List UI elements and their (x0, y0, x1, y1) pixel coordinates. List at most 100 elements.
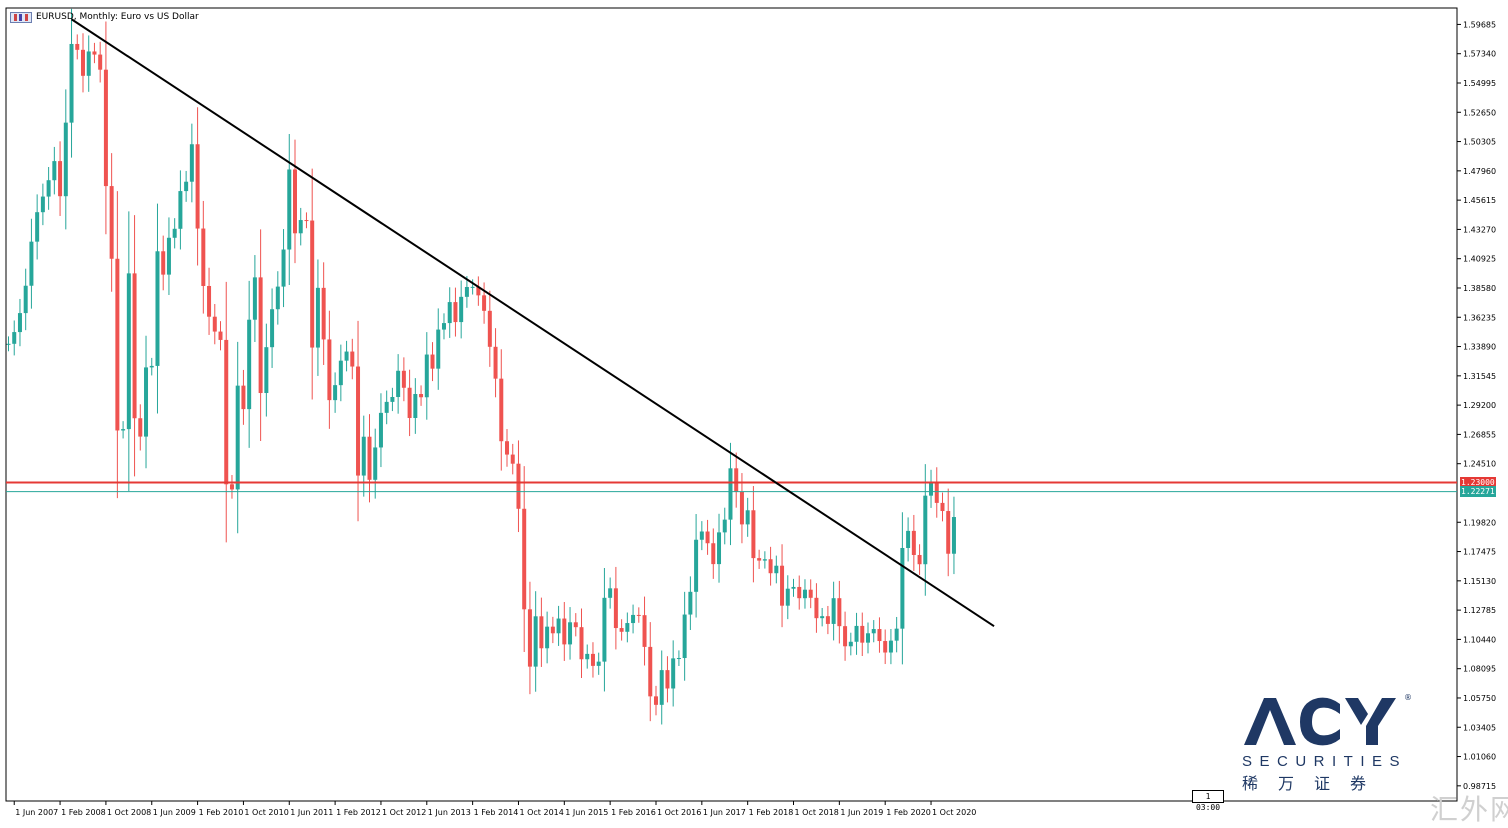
candle-body (252, 277, 257, 320)
candle-body (854, 625, 859, 642)
y-tick-label: 1.10440 (1463, 635, 1496, 644)
candle-body (109, 186, 114, 259)
chart-header: EURUSD, Monthly: Euro vs US Dollar (10, 10, 199, 24)
candle-body (608, 588, 613, 598)
candle-body (356, 366, 361, 476)
y-tick-label: 1.50305 (1463, 138, 1496, 147)
x-tick-label: 1 Jun 2009 (153, 808, 196, 817)
candle-body (333, 385, 338, 401)
candle-body (229, 484, 234, 490)
candle-body (224, 339, 229, 485)
x-tick-label: 1 Jun 2017 (703, 808, 746, 817)
y-tick-label: 1.01060 (1463, 753, 1496, 762)
y-tick-label: 1.24510 (1463, 460, 1496, 469)
chart-window-icon (10, 11, 32, 23)
y-tick-label: 1.12785 (1463, 606, 1496, 615)
candle-body (258, 277, 263, 394)
candle-body (791, 586, 796, 589)
candle-body (636, 614, 641, 616)
y-tick-label: 1.15130 (1463, 577, 1496, 586)
candle-body (659, 670, 664, 705)
x-tick-label: 1 Oct 2010 (244, 808, 288, 817)
candle-body (573, 622, 578, 628)
candle-body (556, 618, 561, 634)
candle-body (476, 286, 481, 296)
time-box: 1 03:00 (1192, 790, 1224, 812)
candle-body (774, 565, 779, 574)
candle-body (871, 629, 876, 634)
candle-body (436, 329, 441, 369)
candle-body (762, 559, 767, 561)
candle-body (126, 273, 131, 430)
candle-body (155, 251, 160, 366)
candle-body (447, 302, 452, 324)
candle-body (17, 313, 22, 333)
candle-body (568, 622, 573, 645)
x-tick-label: 1 Oct 2008 (107, 808, 151, 817)
candle-body (900, 547, 905, 629)
candle-body (407, 387, 412, 418)
candle-body (482, 295, 487, 311)
candle-body (929, 482, 934, 496)
candle-body (361, 436, 366, 476)
acy-logo: ® (1244, 693, 1412, 746)
candle-body (522, 508, 527, 610)
candle-body (212, 316, 217, 332)
candle-body (596, 661, 601, 666)
x-tick-label: 1 Oct 2016 (657, 808, 701, 817)
candle-body (808, 589, 813, 598)
y-tick-label: 1.57340 (1463, 50, 1496, 59)
candle-body (642, 615, 647, 647)
plot-frame (5, 7, 1458, 802)
candle-body (430, 354, 435, 369)
candle-body (785, 588, 790, 606)
candle-body (911, 530, 916, 555)
candle-body (40, 196, 45, 213)
candle-body (843, 626, 848, 647)
candle-body (820, 616, 825, 619)
candle-body (923, 495, 928, 565)
candle-body (562, 618, 567, 645)
candle-body (814, 597, 819, 619)
candle-body (848, 641, 853, 647)
candle-body (682, 614, 687, 659)
candle-body (218, 331, 223, 340)
candle-body (625, 623, 630, 632)
x-tick-label: 1 Oct 2018 (795, 808, 839, 817)
candle-body (780, 565, 785, 606)
candle-body (894, 628, 899, 641)
candle-body (235, 385, 240, 490)
candle-body (745, 510, 750, 525)
x-tick-label: 1 Feb 2018 (749, 808, 794, 817)
y-tick-label: 1.47960 (1463, 167, 1496, 176)
candle-body (401, 370, 406, 388)
candle-body (46, 180, 51, 197)
candle-body (12, 332, 17, 344)
x-tick-label: 1 Feb 2008 (61, 808, 106, 817)
candle-body (241, 385, 246, 410)
candle-body (585, 653, 590, 660)
candle-body (80, 49, 85, 76)
candle-body (739, 491, 744, 525)
candle-body (590, 653, 595, 666)
candle-body (293, 169, 297, 234)
candle-body (734, 468, 739, 492)
candle-body (144, 367, 149, 437)
candle-body (888, 640, 893, 653)
candle-body (287, 169, 292, 250)
y-tick-label: 0.98715 (1463, 782, 1496, 791)
candle-body (934, 482, 939, 503)
candle-body (797, 586, 802, 599)
candle-body (464, 286, 469, 297)
candle-body (648, 646, 653, 697)
candle-body (940, 502, 945, 512)
candle-body (694, 539, 699, 592)
y-tick-label: 1.45615 (1463, 196, 1496, 205)
price-tag-red-level: 1.23000 (1460, 477, 1496, 489)
y-tick-label: 1.59685 (1463, 20, 1496, 29)
candle-body (505, 441, 510, 455)
x-tick-label: 1 Jun 2007 (15, 808, 58, 817)
y-tick-label: 1.29200 (1463, 401, 1496, 410)
candle-body (327, 339, 332, 401)
